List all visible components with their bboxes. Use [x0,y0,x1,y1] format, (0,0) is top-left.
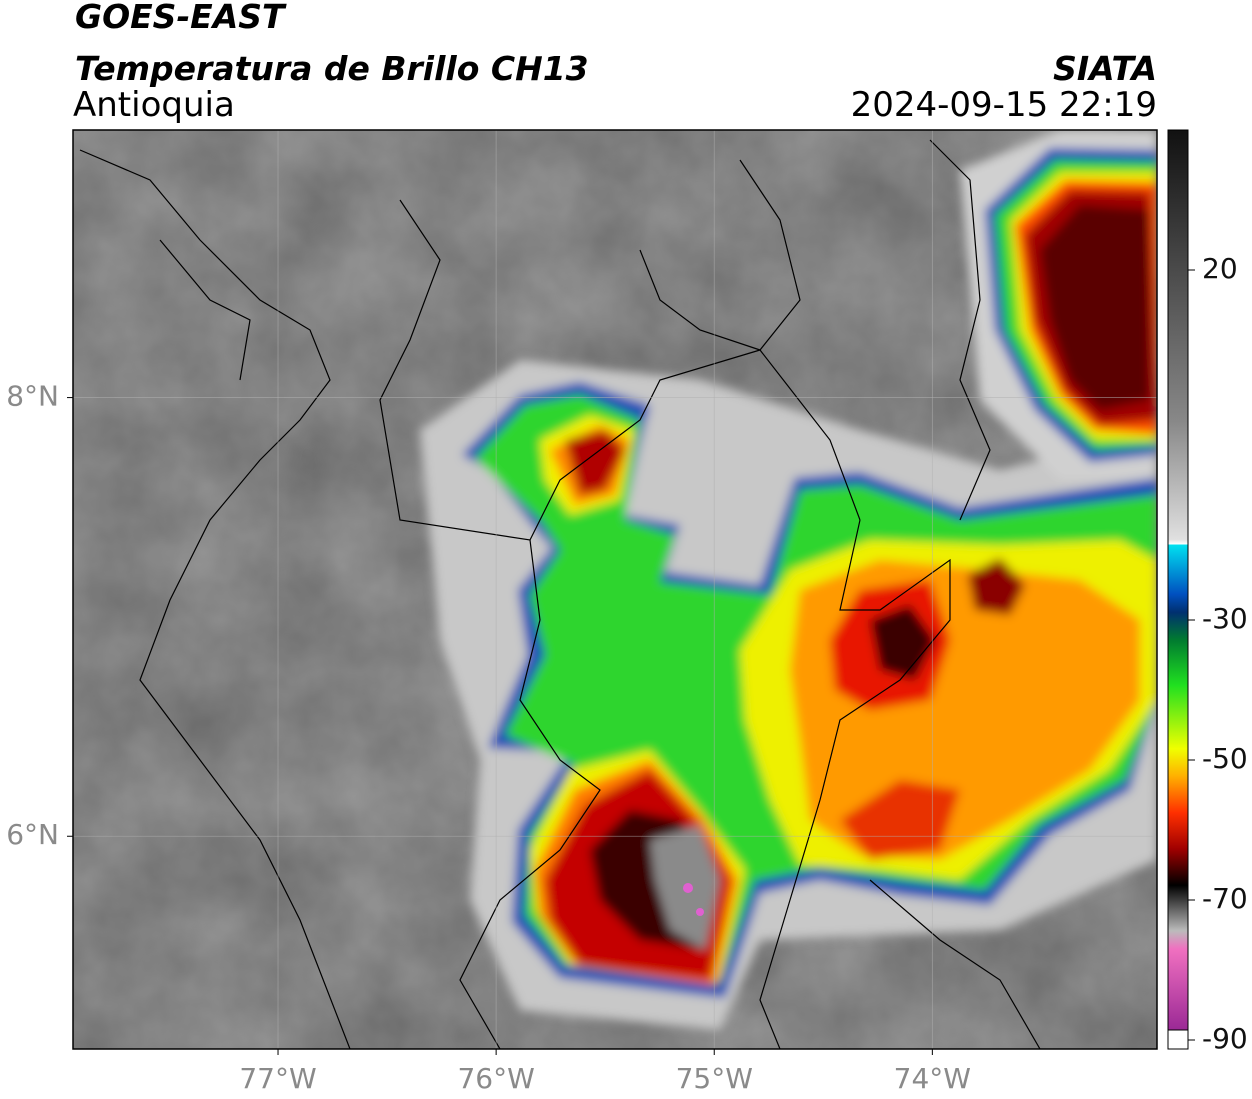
satellite-image [73,130,1157,1049]
graticule [73,130,1157,1049]
lon-tick-label: 76°W [457,1062,534,1095]
source: SIATA [1053,49,1157,88]
colorbar-tick-label: -70 [1202,882,1248,915]
colorbar-tick-label: 20 [1202,252,1238,285]
colorbar-tick-label: -90 [1202,1022,1248,1055]
subtitle: Temperatura de Brillo CH13 [75,49,589,88]
lon-tick-label: 75°W [676,1062,753,1095]
lon-tick-label: 74°W [894,1062,971,1095]
colorbar [1167,129,1189,1041]
colorbar-tick-label: -30 [1202,602,1248,635]
region: Antioquia [73,85,235,125]
title: GOES-EAST [75,0,287,36]
borders [79,139,1041,1049]
lon-tick-label: 77°W [239,1062,316,1095]
lat-tick-label: 8°N [6,380,59,413]
map-frame [72,129,1158,1050]
lat-tick-label: 6°N [6,818,59,851]
datetime: 2024-09-15 22:19 [851,85,1157,125]
colorbar-extension [1167,1029,1189,1050]
colorbar-tick-label: -50 [1202,742,1248,775]
